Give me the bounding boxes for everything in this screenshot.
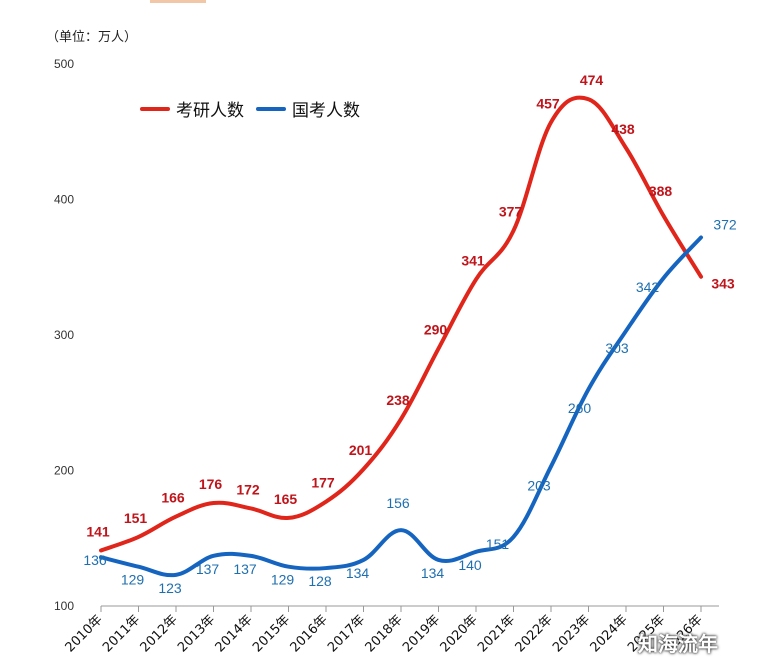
x-tick-label: 2012年	[138, 612, 181, 655]
legend-label-guokao: 国考人数	[292, 101, 360, 121]
series-line-guokao	[99, 235, 703, 578]
x-tick-label: 2018年	[363, 612, 406, 655]
legend: 考研人数 国考人数	[140, 96, 372, 121]
data-label-kaoyan: 176	[199, 476, 223, 492]
data-label-kaoyan: 238	[386, 392, 410, 408]
data-label-kaoyan: 166	[161, 490, 185, 506]
data-label-kaoyan: 151	[124, 510, 148, 526]
data-label-guokao: 129	[271, 572, 295, 588]
data-label-guokao: 156	[386, 495, 410, 511]
data-label-guokao: 123	[158, 580, 182, 596]
y-tick-label: 300	[54, 328, 74, 342]
data-label-guokao: 151	[486, 536, 510, 552]
data-label-kaoyan: 290	[424, 322, 448, 338]
data-label-guokao: 203	[527, 477, 551, 493]
data-label-kaoyan: 177	[311, 475, 335, 491]
watermark: 知海流年	[638, 632, 718, 656]
data-label-guokao: 140	[458, 557, 482, 573]
data-label-kaoyan: 457	[536, 95, 560, 111]
data-label-guokao: 136	[83, 552, 107, 568]
x-tick-label: 2019年	[400, 612, 443, 655]
data-label-kaoyan: 201	[349, 442, 373, 458]
y-tick-label: 100	[54, 599, 74, 613]
data-label-kaoyan: 377	[499, 204, 523, 220]
data-label-kaoyan: 388	[649, 183, 673, 199]
x-tick-label: 2010年	[63, 612, 106, 655]
data-label-guokao: 134	[421, 565, 445, 581]
x-tick-label: 2024年	[588, 612, 631, 655]
data-label-guokao: 128	[308, 573, 332, 589]
legend-label-kaoyan: 考研人数	[176, 101, 244, 121]
data-label-guokao: 303	[605, 340, 629, 356]
data-label-guokao: 129	[121, 572, 145, 588]
y-tick-label: 400	[54, 193, 74, 207]
data-label-kaoyan: 141	[86, 523, 110, 539]
data-label-guokao: 372	[713, 216, 737, 232]
x-tick-label: 2013年	[175, 612, 218, 655]
data-labels: 141 151 166 176 172 165 177 201 238 290 341 377 457 4…	[83, 72, 737, 596]
x-tick-label: 2023年	[550, 612, 593, 655]
legend-item-guokao: 国考人数	[256, 96, 360, 121]
x-tick-label: 2016年	[288, 612, 331, 655]
x-tick-label: 2021年	[475, 612, 518, 655]
data-label-guokao: 137	[233, 561, 257, 577]
legend-swatch-kaoyan	[140, 106, 170, 111]
data-label-kaoyan: 343	[711, 276, 735, 292]
x-tick-label: 2020年	[438, 612, 481, 655]
series-lines	[99, 95, 703, 578]
x-tick-label: 2017年	[325, 612, 368, 655]
top-accent-bar	[150, 0, 206, 3]
x-tick-label: 2011年	[100, 612, 143, 655]
unit-label: （单位：万人）	[46, 30, 138, 45]
data-label-guokao: 342	[636, 279, 660, 295]
data-label-guokao: 137	[196, 561, 220, 577]
x-tick-label: 2014年	[213, 612, 256, 655]
x-tick-label: 2022年	[513, 612, 556, 655]
y-tick-label: 500	[54, 57, 74, 71]
axes: 100 200 300 400 500 2010年2011年2012年2013年2014年…	[54, 57, 719, 655]
legend-swatch-guokao	[256, 106, 286, 111]
data-label-kaoyan: 165	[274, 491, 298, 507]
data-label-kaoyan: 172	[236, 481, 260, 497]
legend-item-kaoyan: 考研人数	[140, 96, 244, 121]
data-label-kaoyan: 474	[580, 72, 604, 88]
x-tick-label: 2015年	[250, 612, 293, 655]
data-label-guokao: 260	[568, 400, 592, 416]
data-label-kaoyan: 438	[611, 121, 635, 137]
data-label-guokao: 134	[346, 565, 370, 581]
series-line-kaoyan	[99, 95, 703, 553]
y-tick-label: 200	[54, 464, 74, 478]
data-label-kaoyan: 341	[461, 252, 485, 268]
